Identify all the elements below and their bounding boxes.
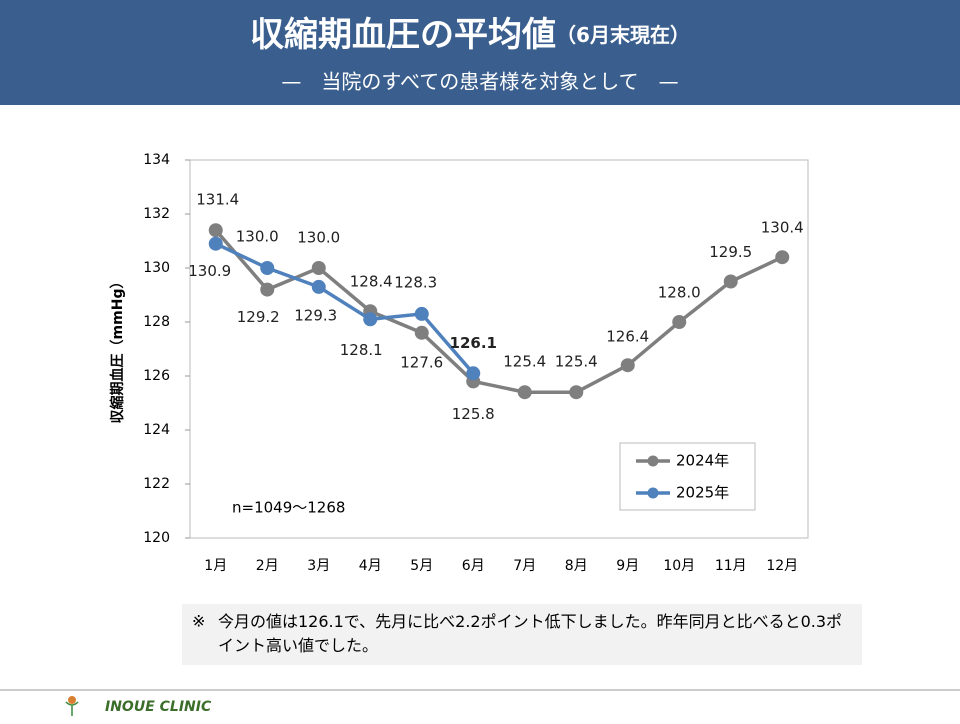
series-line [215, 242, 475, 375]
title: 収縮期血圧の平均値（6月末現在） [250, 15, 690, 55]
legend-marker [647, 487, 659, 499]
footer: INOUE CLINIC [105, 699, 212, 715]
x-tick-label: 4月 [359, 558, 382, 574]
value-label: 130.0 [236, 228, 279, 246]
title-main: 収縮期血圧の平均値 [250, 15, 556, 55]
point [311, 279, 326, 294]
x-tick-label: 1月 [204, 558, 227, 574]
value-label: 128.4 [350, 273, 393, 291]
value-label: 129.3 [294, 306, 337, 324]
note-box [182, 604, 862, 665]
legend-label: 2025年 [676, 484, 729, 502]
value-label: 128.0 [658, 284, 701, 302]
point [208, 236, 223, 251]
x-tick-label: 2月 [256, 558, 279, 574]
value-label: 128.3 [394, 273, 437, 291]
legend-label: 2024年 [676, 452, 729, 470]
y-tick-label: 128 [143, 314, 170, 330]
subtitle: — 当院のすべての患者様を対象として — [281, 70, 678, 94]
x-tick-label: 5月 [410, 558, 433, 574]
title-note: （6月末現在） [556, 23, 690, 47]
point [414, 306, 429, 321]
value-label: 127.6 [400, 353, 443, 371]
value-label: 129.2 [237, 308, 280, 326]
note-mark: ※ [192, 612, 205, 631]
value-label: 131.4 [196, 191, 239, 209]
y-tick-label: 124 [143, 422, 170, 438]
point [260, 261, 275, 275]
point [775, 250, 790, 265]
value-label: 125.4 [503, 353, 546, 371]
x-tick-label: 3月 [307, 558, 330, 574]
value-label: 125.4 [555, 353, 598, 371]
legend-marker [647, 455, 659, 467]
value-label: 130.4 [761, 219, 804, 237]
header-band [0, 0, 960, 105]
y-tick-label: 122 [143, 476, 170, 492]
plot-frame [189, 159, 809, 539]
point [569, 385, 584, 400]
x-tick-label: 6月 [462, 558, 485, 574]
point [672, 315, 687, 329]
logo [65, 696, 79, 716]
value-label: 126.4 [606, 328, 649, 346]
y-tick-label: 126 [143, 368, 170, 384]
point [466, 366, 481, 381]
x-tick-label: 11月 [715, 558, 747, 574]
point [311, 261, 326, 275]
value-label: 130.0 [297, 229, 340, 247]
y-tick-label: 120 [143, 530, 170, 546]
y-tick-label: 134 [143, 152, 170, 168]
value-label: 126.1 [450, 334, 497, 352]
annotation: n=1049～1268 [232, 499, 345, 517]
series-line [214, 229, 783, 394]
y-axis-label: 収縮期血圧（mmHg） [109, 275, 126, 424]
y-tick-label: 130 [143, 260, 170, 276]
point [517, 385, 532, 400]
point [208, 223, 223, 238]
x-tick-label: 8月 [565, 558, 588, 574]
legend-box [619, 442, 756, 511]
point [363, 312, 378, 327]
point [723, 274, 738, 289]
value-label: 128.1 [340, 341, 383, 359]
note-wrap: 今月の値は126.1で、先月に比べ2.2ポイント低下しました。昨年同月と比べると… [218, 612, 843, 655]
x-tick-label: 10月 [663, 558, 695, 574]
note: 今月の値は126.1で、先月に比べ2.2ポイント低下しました。昨年同月と比べると… [218, 612, 843, 655]
point [260, 282, 275, 297]
value-label: 130.9 [188, 262, 231, 280]
point [620, 358, 635, 373]
value-label: 129.5 [709, 243, 752, 261]
y-tick-label: 132 [143, 206, 170, 222]
value-label: 125.8 [452, 405, 495, 423]
point [414, 325, 429, 340]
x-tick-label: 7月 [513, 558, 536, 574]
x-tick-label: 9月 [616, 558, 639, 574]
x-tick-label: 12月 [766, 558, 798, 574]
